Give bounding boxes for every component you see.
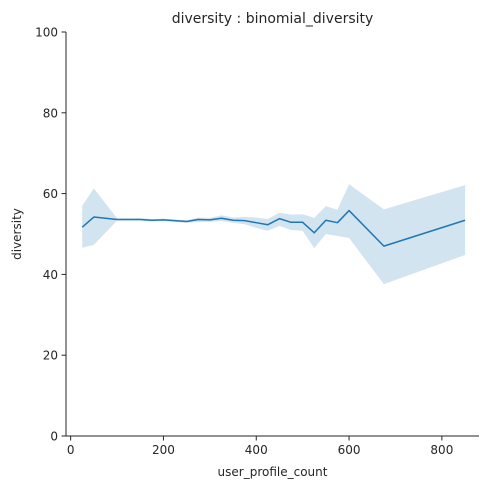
y-tick-label: 40 — [43, 268, 58, 282]
x-tick-label: 800 — [430, 443, 453, 457]
x-tick-label: 0 — [67, 443, 75, 457]
plot-area — [81, 184, 466, 285]
y-axis-ticks: 0 20 40 60 80 100 — [35, 26, 66, 444]
x-axis-title: user_profile_count — [218, 465, 328, 479]
x-tick-label: 400 — [245, 443, 268, 457]
y-axis-title: diversity — [10, 208, 24, 260]
y-tick-label: 60 — [43, 187, 58, 201]
x-tick-label: 600 — [338, 443, 361, 457]
x-axis-ticks: 0 200 400 600 800 — [67, 436, 453, 457]
x-tick-label: 200 — [152, 443, 175, 457]
y-tick-label: 80 — [43, 106, 58, 120]
y-tick-label: 100 — [35, 26, 58, 40]
y-tick-label: 20 — [43, 349, 58, 363]
y-tick-label: 0 — [50, 430, 58, 444]
series-line — [81, 209, 466, 247]
confidence-band — [82, 184, 466, 285]
chart-title: diversity : binomial_diversity — [172, 11, 374, 27]
